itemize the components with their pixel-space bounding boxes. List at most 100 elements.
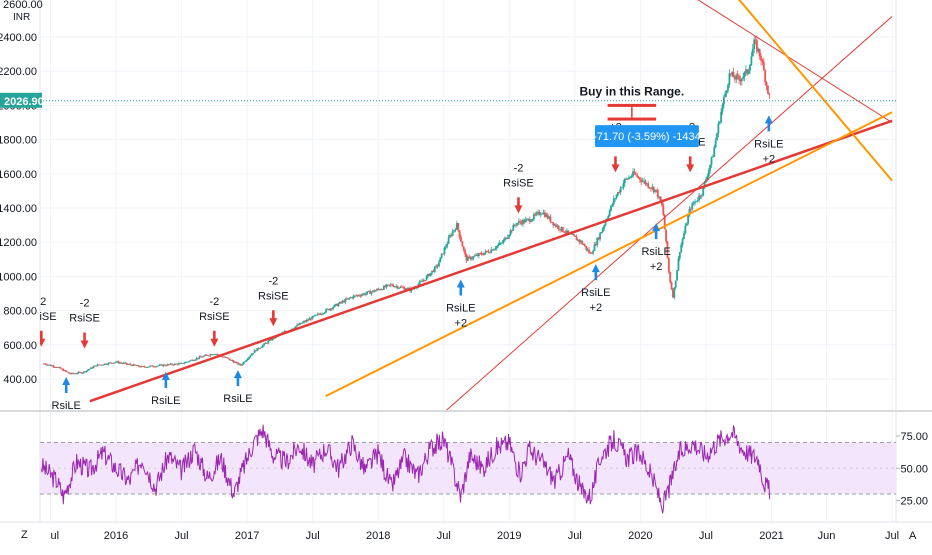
- candle-body: [468, 256, 471, 258]
- time-tick-label: 2019: [497, 530, 521, 542]
- candle-body: [616, 192, 619, 196]
- candle-body: [604, 221, 607, 226]
- candle-body: [249, 355, 252, 358]
- candle-body: [691, 203, 694, 210]
- candle-body: [735, 74, 738, 80]
- candle-body: [466, 256, 469, 261]
- candle-body: [355, 295, 358, 297]
- candle-body: [757, 48, 760, 52]
- price-tick-label: 600.00: [3, 340, 37, 352]
- candle-body: [559, 229, 561, 231]
- candle-body: [147, 366, 150, 368]
- candle-body: [204, 354, 206, 356]
- candle-body: [45, 364, 48, 366]
- candle-body: [491, 249, 494, 251]
- candle-body: [74, 373, 77, 375]
- candle-body: [672, 289, 674, 298]
- candle-body: [52, 365, 55, 367]
- trendline[interactable]: [404, 16, 893, 447]
- candle-body: [764, 70, 767, 83]
- buy-arrow-icon: [652, 223, 661, 240]
- candle-body: [476, 254, 479, 256]
- trendlines[interactable]: [89, 0, 893, 447]
- candle-body: [644, 180, 647, 185]
- candle-body: [545, 214, 548, 217]
- candle-body: [77, 372, 80, 374]
- candle-body: [699, 195, 702, 197]
- trendline[interactable]: [594, 0, 893, 123]
- sell-signal-label: RsiSE: [26, 311, 57, 323]
- candle-body: [314, 314, 316, 317]
- candle-body: [674, 280, 677, 288]
- candle-body: [246, 358, 249, 361]
- candle-body: [542, 212, 545, 214]
- candle-body: [352, 295, 355, 299]
- candle-body: [263, 343, 266, 346]
- candle-body: [300, 322, 303, 324]
- trendline[interactable]: [723, 0, 893, 182]
- candle-body: [345, 298, 348, 300]
- candle-body: [567, 230, 570, 233]
- price-tick-label: 1800.00: [0, 135, 37, 147]
- candle-body: [760, 56, 762, 61]
- current-price-tag: 2026.90: [0, 92, 44, 108]
- candle-body: [194, 359, 197, 361]
- candle-body: [511, 230, 513, 232]
- candle-body: [429, 272, 432, 276]
- candle-body: [628, 177, 630, 179]
- candle-body: [676, 270, 678, 281]
- candle-body: [465, 254, 468, 261]
- candle-body: [175, 363, 177, 365]
- candle-body: [636, 174, 639, 177]
- candle-body: [680, 244, 683, 253]
- candle-body: [736, 74, 739, 77]
- candle-body: [319, 314, 322, 315]
- candle-body: [684, 225, 687, 234]
- candle-body: [729, 73, 732, 75]
- sell-signal-prefix: -2: [209, 296, 219, 308]
- auto-scale-button[interactable]: A: [909, 530, 917, 542]
- candle-body: [197, 358, 199, 359]
- candle-body: [475, 254, 478, 256]
- candle-body: [182, 362, 184, 364]
- candle-body: [248, 357, 250, 359]
- candle-body: [750, 56, 753, 66]
- candle-body: [62, 369, 65, 371]
- buy-range-text[interactable]: Buy in this Range.: [580, 84, 685, 98]
- buy-range-marker[interactable]: [607, 103, 657, 121]
- candle-body: [340, 301, 343, 303]
- time-tick-label: Jul: [699, 530, 713, 542]
- candle-body: [96, 364, 99, 367]
- trendline[interactable]: [325, 111, 893, 397]
- candle-body: [424, 280, 427, 281]
- candle-body: [126, 364, 129, 365]
- time-tick-label: Jul: [306, 530, 320, 542]
- candle-body: [758, 48, 761, 57]
- candle-body: [348, 297, 351, 299]
- candle-body: [681, 239, 684, 245]
- candle-body: [362, 293, 365, 295]
- candle-body: [228, 358, 231, 361]
- candle-body: [402, 287, 405, 288]
- candle-body: [243, 361, 246, 363]
- candle-body: [341, 300, 344, 303]
- z-button[interactable]: Z: [21, 529, 28, 541]
- candle-body: [232, 361, 235, 363]
- candle-body: [65, 370, 67, 372]
- candle-body: [237, 362, 239, 365]
- buy-arrow-icon: [456, 279, 465, 296]
- candle-body: [443, 247, 446, 254]
- candle-body: [231, 359, 234, 362]
- candle-body: [630, 176, 633, 178]
- candle-body: [520, 222, 523, 225]
- sell-arrow-icon: [40, 330, 46, 347]
- candle-body: [394, 286, 396, 288]
- price-scale-panel[interactable]: [0, 0, 40, 411]
- candle-body: [625, 178, 628, 180]
- trendline[interactable]: [89, 119, 893, 403]
- measure-box[interactable]: -71.70 (-3.59%) -1434: [593, 125, 701, 148]
- candle-body: [392, 285, 395, 287]
- candle-body: [425, 276, 428, 281]
